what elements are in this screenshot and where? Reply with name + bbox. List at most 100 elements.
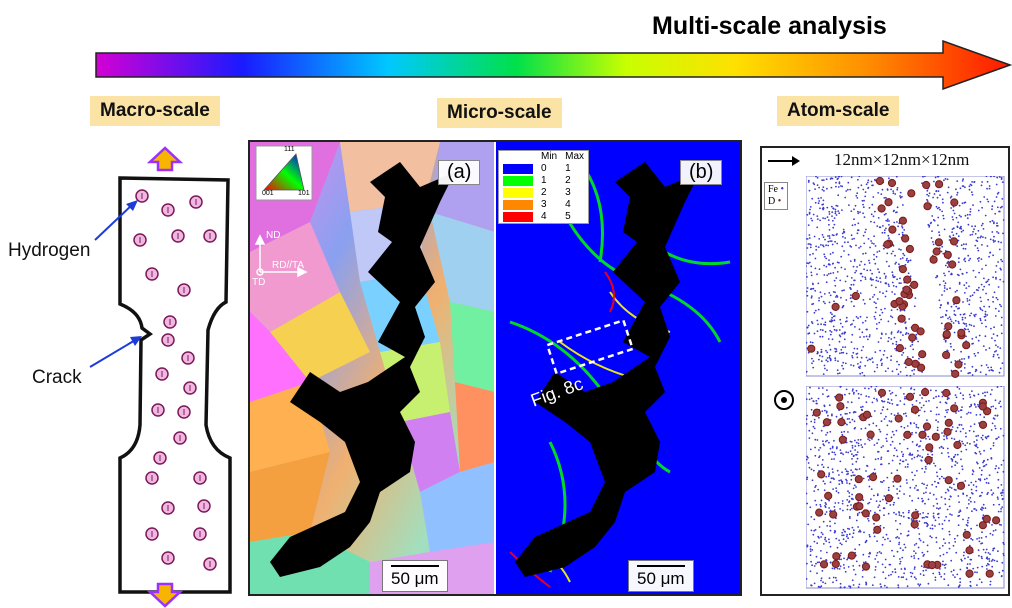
- deuterium-atom: [918, 350, 927, 359]
- deuterium-atom: [948, 260, 957, 269]
- deuterium-atom: [903, 430, 912, 440]
- axis-td-label: TD: [252, 277, 266, 288]
- atom-key: Fe • D •: [764, 182, 789, 210]
- deuterium-atom: [838, 435, 847, 444]
- legend-min-value: 2: [541, 187, 547, 198]
- deuterium-atom: [819, 560, 829, 569]
- deuterium-atom: [944, 418, 953, 427]
- legend-swatch: [503, 176, 533, 186]
- sample-axes: [254, 234, 308, 278]
- micrograph-panel: 111 001 101 ND RD//TA TD (a) (b) Min Max …: [248, 140, 742, 596]
- deuterium-atom: [962, 530, 971, 539]
- ipf-map: [250, 142, 495, 594]
- deuterium-atom: [978, 521, 987, 530]
- scalebar-b: 50 μm: [628, 560, 694, 592]
- legend-min-value: 1: [541, 175, 547, 186]
- legend-swatch: [503, 200, 533, 210]
- deuterium-atom: [862, 410, 872, 419]
- atom-box-top: [806, 176, 1005, 378]
- deuterium-atom: [929, 255, 938, 264]
- deuterium-atom: [904, 357, 913, 367]
- scalebar-a-label: 50 μm: [391, 569, 439, 588]
- deuterium-atom: [949, 237, 959, 246]
- atom-box-bottom: [806, 386, 1005, 589]
- specimen-outline: [118, 176, 232, 594]
- deuterium-atom: [928, 561, 937, 570]
- panel-b-label: (b): [680, 160, 723, 185]
- fig-8c-dashed-box: [545, 318, 635, 376]
- deuterium-atom: [875, 176, 885, 186]
- deuterium-atom: [854, 475, 863, 484]
- deuterium-atom: [907, 189, 916, 198]
- deuterium-atom: [898, 265, 908, 274]
- legend-swatch: [503, 212, 533, 222]
- deuterium-atom: [982, 514, 991, 523]
- d-key-label: D: [768, 196, 776, 207]
- crack-label: Crack: [32, 367, 82, 388]
- deuterium-atom: [910, 280, 919, 290]
- deuterium-atom: [953, 440, 962, 450]
- deuterium-atom: [903, 275, 912, 284]
- out-of-plane-icon: [774, 390, 794, 410]
- deuterium-atom: [869, 473, 878, 482]
- deuterium-atom: [872, 513, 881, 522]
- deuterium-atom: [847, 551, 856, 560]
- legend-max-value: 2: [565, 175, 571, 186]
- deuterium-atom: [944, 476, 953, 485]
- deuterium-atom: [815, 508, 824, 517]
- deuterium-atom: [943, 250, 952, 259]
- deuterium-atom: [978, 402, 987, 411]
- deuterium-atom: [884, 494, 894, 503]
- deuterium-atom: [884, 198, 893, 207]
- deuterium-atom: [951, 369, 960, 378]
- scalebar-b-label: 50 μm: [637, 569, 685, 588]
- deuterium-atom: [950, 198, 959, 207]
- crack-pointer-arrow: [89, 338, 138, 368]
- deuterium-atom: [934, 238, 943, 247]
- deuterium-atom: [952, 296, 961, 305]
- deuterium-atom: [866, 430, 875, 439]
- deuterium-atom: [883, 240, 892, 249]
- tensile-specimen-diagram: [89, 146, 232, 608]
- deuterium-atom: [923, 202, 932, 211]
- legend-min-value: 3: [541, 199, 547, 210]
- deuterium-atom: [935, 180, 944, 189]
- deuterium-atom: [835, 393, 844, 402]
- hydrogen-atoms: [133, 189, 217, 571]
- hydrogen-label: Hydrogen: [8, 240, 91, 261]
- deuterium-atom: [855, 493, 864, 502]
- deuterium-atom: [992, 516, 1001, 525]
- deuterium-atom: [965, 569, 974, 578]
- deuterium-atom: [807, 344, 816, 353]
- deuterium-atom: [950, 404, 959, 413]
- deuterium-atom: [855, 502, 864, 511]
- tension-arrow-up-icon: [146, 146, 184, 172]
- deuterium-atom: [898, 216, 908, 225]
- legend-swatch: [503, 164, 533, 174]
- legend-min-value: 0: [541, 163, 547, 174]
- ipf-corner-101: 101: [298, 190, 310, 197]
- deuterium-atom: [905, 392, 915, 401]
- panel-a-label: (a): [438, 160, 481, 185]
- deuterium-atom: [931, 432, 940, 441]
- deuterium-atom: [831, 302, 840, 311]
- micrograph-image: [250, 142, 740, 594]
- deuterium-atom: [985, 569, 994, 578]
- deuterium-atom: [901, 234, 910, 243]
- legend-max-header: Max: [565, 151, 585, 162]
- deuterium-atom: [942, 350, 951, 360]
- deuterium-atom: [812, 408, 821, 417]
- deuterium-atom: [932, 247, 941, 256]
- deuterium-atom: [829, 510, 838, 519]
- box-dimensions: 12nm×12nm×12nm: [834, 150, 970, 169]
- deuterium-atom: [962, 341, 971, 350]
- legend-max-value: 1: [565, 163, 571, 174]
- legend-min-header: Min: [541, 151, 558, 162]
- deuterium-atom: [902, 285, 911, 294]
- deuterium-atom: [942, 388, 951, 398]
- deuterium-atom: [824, 491, 833, 501]
- deuterium-atom: [925, 443, 934, 452]
- deuterium-atom: [817, 470, 826, 479]
